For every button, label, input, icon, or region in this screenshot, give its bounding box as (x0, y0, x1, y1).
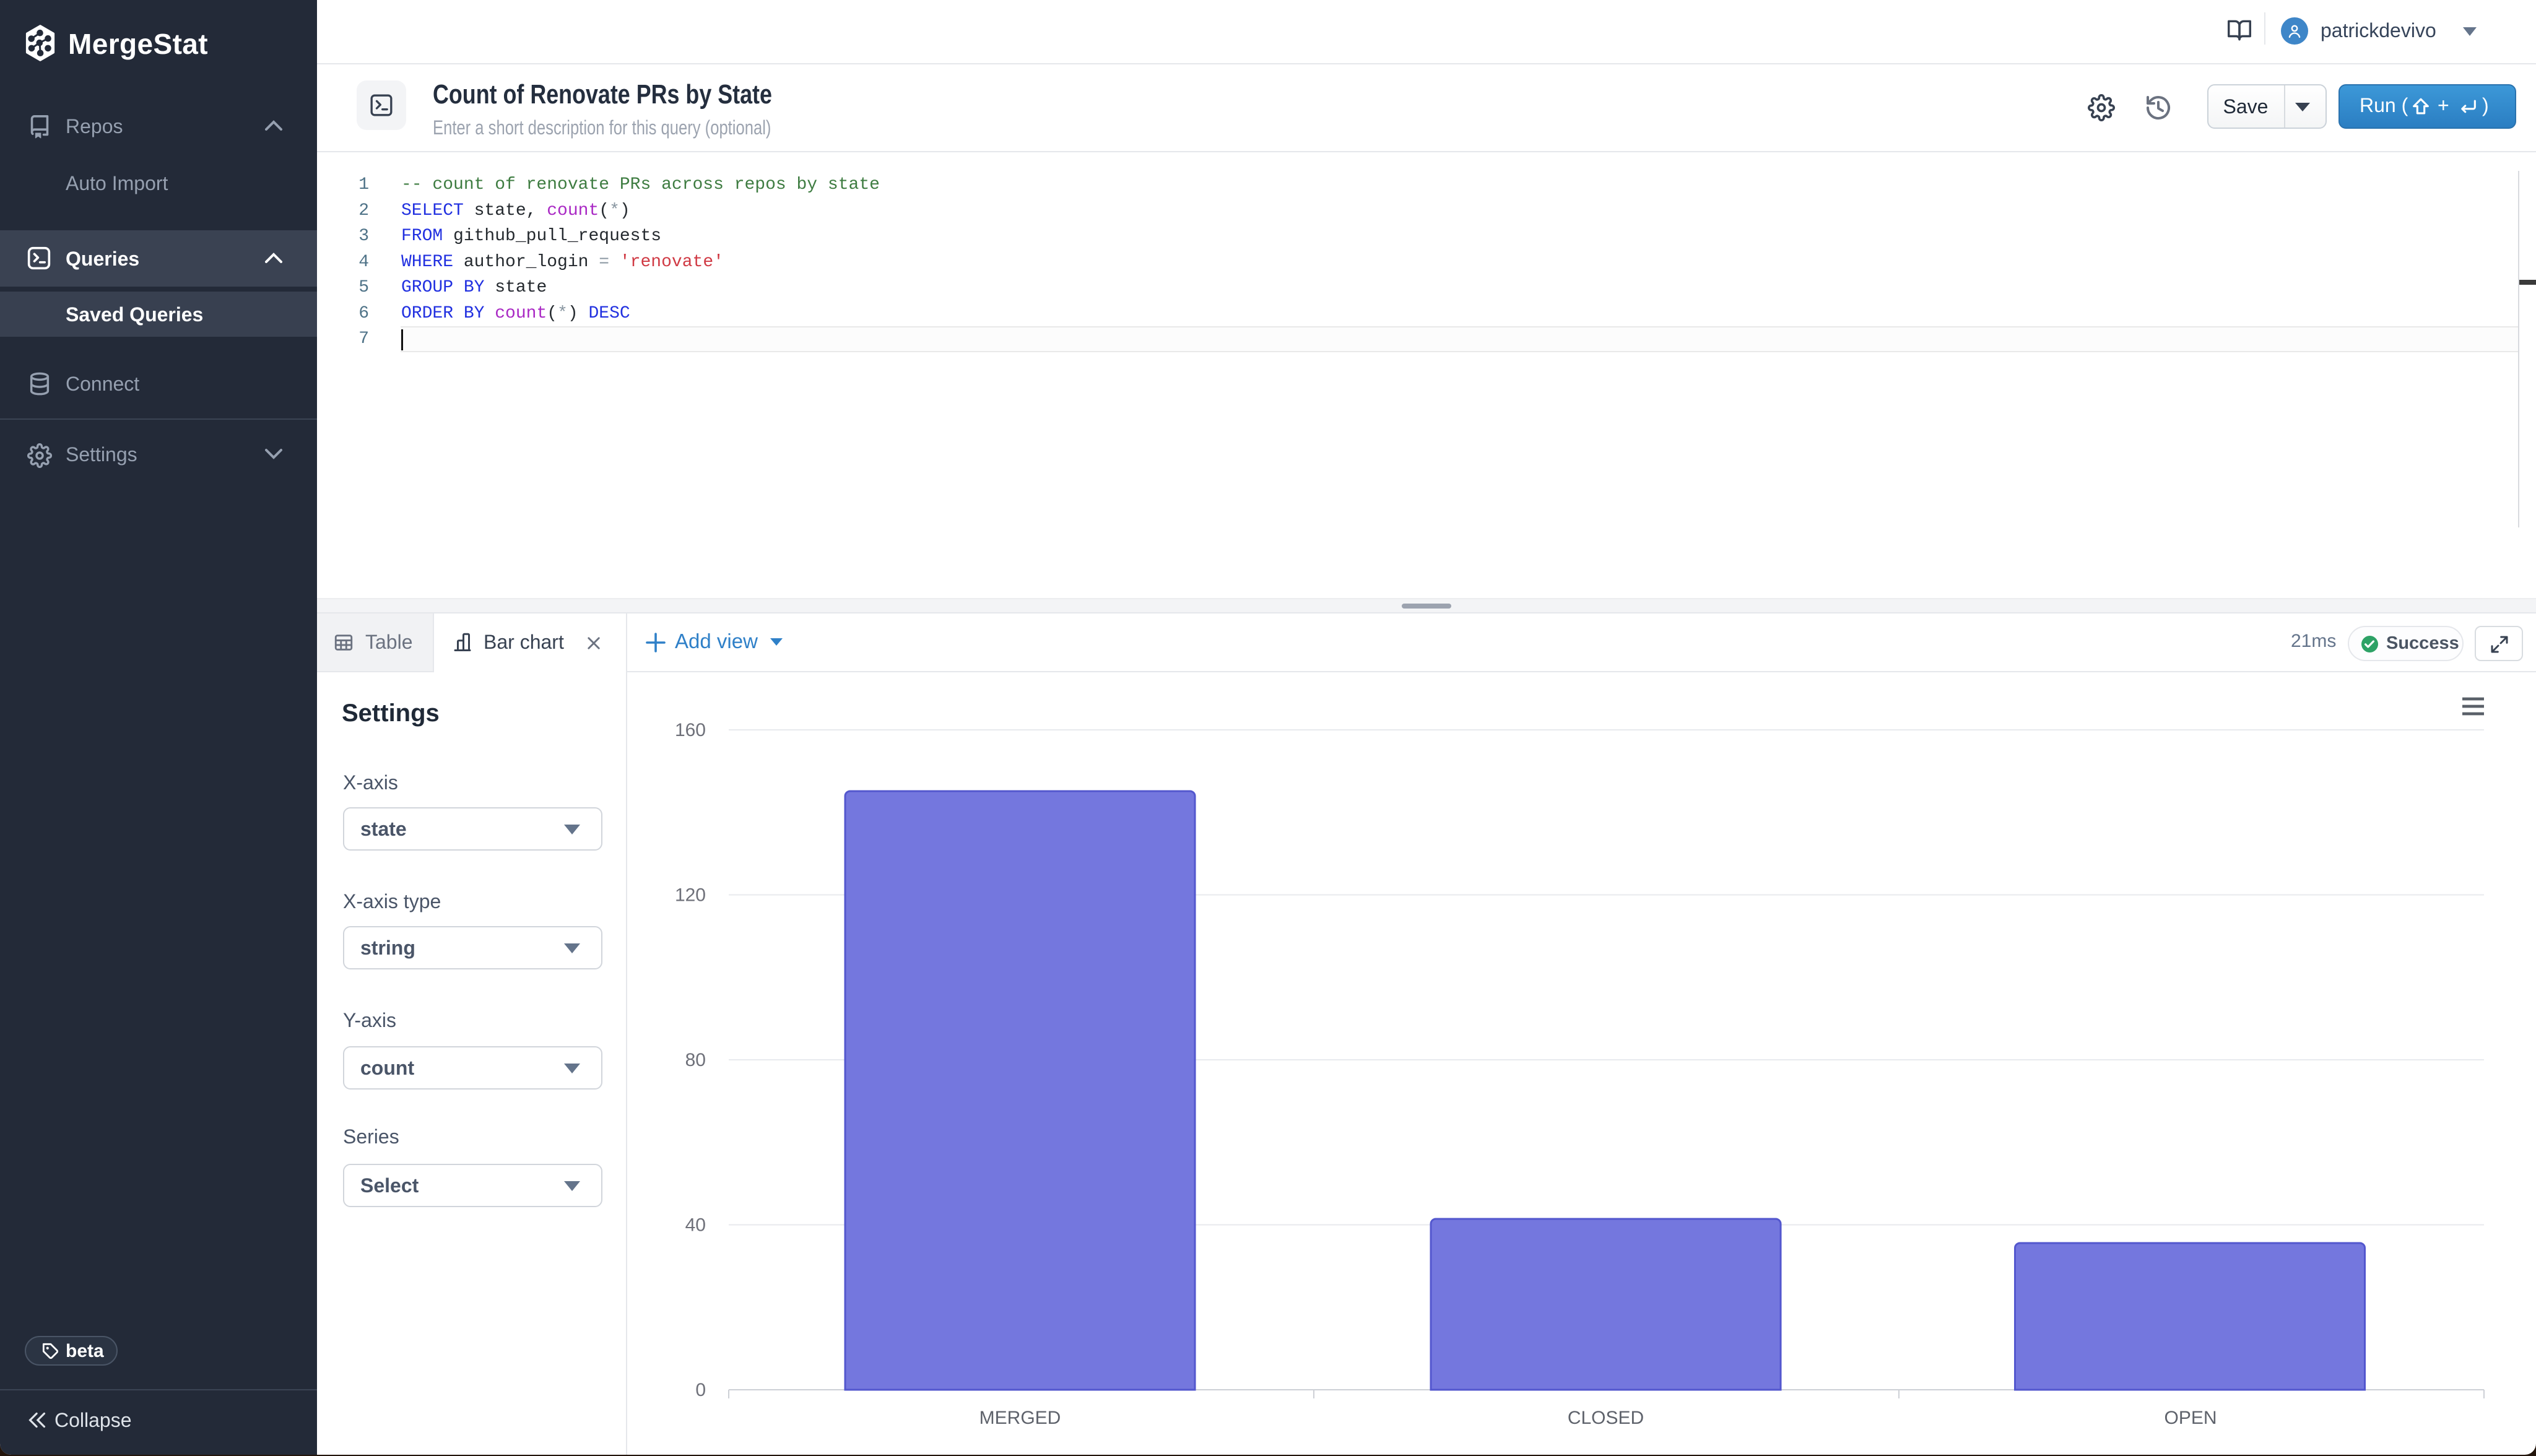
svg-text:160: 160 (675, 720, 706, 740)
svg-text:OPEN: OPEN (2164, 1408, 2217, 1428)
svg-text:CLOSED: CLOSED (1568, 1408, 1644, 1428)
svg-text:80: 80 (685, 1050, 706, 1070)
svg-text:0: 0 (695, 1380, 706, 1400)
svg-text:MERGED: MERGED (979, 1408, 1061, 1428)
svg-text:40: 40 (685, 1215, 706, 1236)
svg-text:120: 120 (675, 885, 706, 906)
